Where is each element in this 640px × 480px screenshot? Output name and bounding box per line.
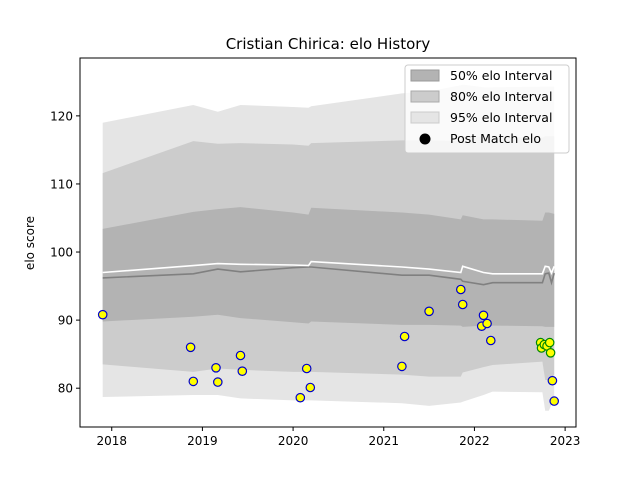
- post-match-point-16: [478, 310, 489, 321]
- post-match-point-2: [188, 376, 199, 387]
- y-axis-label: elo score: [23, 216, 37, 270]
- legend-label-50: 50% elo Interval: [450, 68, 552, 83]
- post-match-point-5: [235, 350, 246, 361]
- legend-swatch-95: [410, 111, 440, 124]
- y-tick-label-4: 120: [50, 109, 73, 123]
- post-match-point-12: [424, 306, 434, 317]
- post-match-point-1: [185, 342, 196, 353]
- post-match-point-8: [301, 363, 312, 374]
- y-tick-label-3: 110: [50, 177, 73, 191]
- post-match-point-3: [211, 362, 221, 373]
- legend-box: [404, 64, 570, 154]
- post-match-point-24: [545, 347, 556, 358]
- x-tick-label-5: 2023: [550, 434, 581, 448]
- x-tick-label-2: 2020: [278, 434, 309, 448]
- y-tick-label-1: 90: [58, 314, 73, 328]
- post-match-point-9: [305, 382, 316, 393]
- legend-swatch-80: [410, 90, 440, 103]
- post-match-point-11: [399, 331, 410, 342]
- post-match-point-17: [482, 318, 492, 329]
- median-line: [102, 266, 555, 286]
- post-match-point-10: [397, 361, 407, 372]
- post-match-point-14: [457, 299, 468, 310]
- plot-area: [97, 84, 559, 411]
- post-match-point-18: [485, 335, 496, 346]
- y-axis-ticks: 80 90 100 110 120: [50, 109, 80, 396]
- band-50: [102, 207, 555, 327]
- post-match-point-4: [213, 377, 223, 387]
- post-match-point-13: [455, 284, 466, 295]
- legend-swatch-50: [410, 69, 440, 82]
- y-tick-label-0: 80: [58, 382, 73, 396]
- x-tick-label-4: 2022: [459, 434, 490, 448]
- post-match-point-26: [549, 396, 559, 406]
- legend-label-post-match: Post Match elo: [450, 131, 541, 146]
- y-tick-label-2: 100: [50, 246, 73, 260]
- legend-marker-post-match: [419, 133, 431, 145]
- legend: 50% elo Interval 80% elo Interval 95% el…: [404, 64, 570, 154]
- mean-line: [102, 260, 555, 276]
- chart-title: Cristian Chirica: elo History: [226, 35, 431, 53]
- post-match-point-6: [237, 366, 248, 376]
- post-match-point-23: [544, 337, 555, 348]
- post-match-point-0: [97, 309, 108, 320]
- post-match-point-25: [547, 375, 558, 386]
- legend-label-95: 95% elo Interval: [450, 110, 552, 125]
- post-match-point-7: [295, 392, 306, 403]
- x-axis-ticks: 2018 2019 2020 2021 2022 2023: [96, 427, 580, 448]
- x-tick-label-1: 2019: [187, 434, 218, 448]
- legend-label-80: 80% elo Interval: [450, 89, 552, 104]
- x-tick-label-0: 2018: [96, 434, 127, 448]
- axes-frame: [79, 57, 577, 428]
- x-tick-label-3: 2021: [368, 434, 399, 448]
